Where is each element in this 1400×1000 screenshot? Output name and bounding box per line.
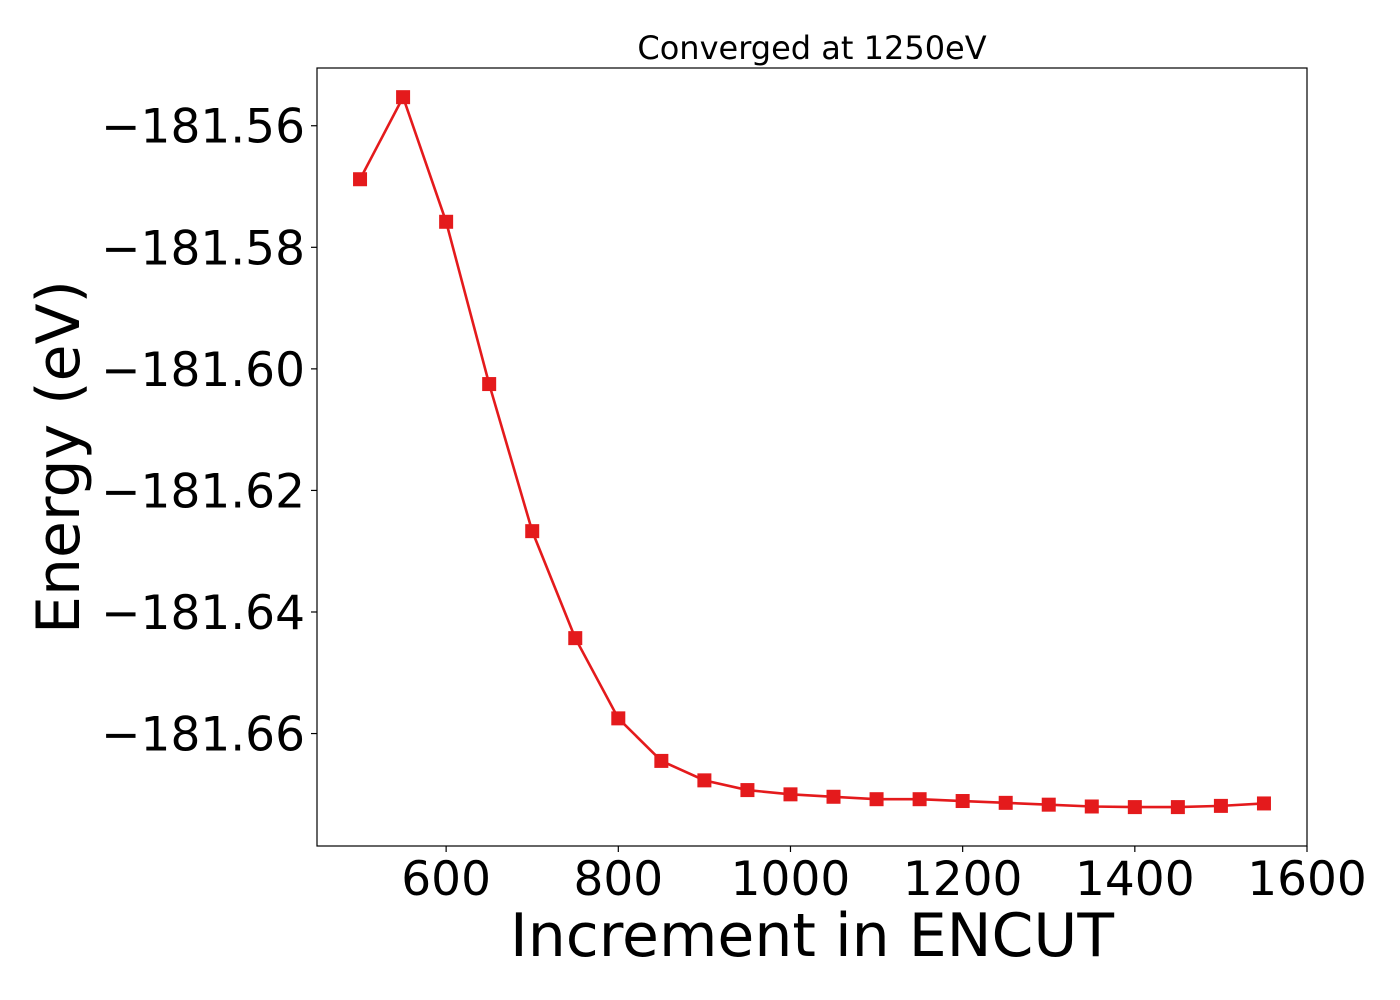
y-tick-label: −181.58 <box>101 221 305 276</box>
data-point-marker <box>1170 800 1185 815</box>
x-tick-label: 1400 <box>1075 852 1195 907</box>
y-tick-label: −181.56 <box>101 100 305 155</box>
data-point-marker <box>826 789 841 804</box>
data-point-marker <box>439 214 454 229</box>
x-tick-label: 800 <box>573 852 663 907</box>
data-point-marker <box>1213 798 1228 813</box>
data-point-marker <box>912 792 927 807</box>
data-point-marker <box>1084 799 1099 814</box>
data-point-marker <box>654 753 669 768</box>
data-point-marker <box>568 631 583 646</box>
data-point-marker <box>740 783 755 798</box>
y-tick-label: −181.66 <box>101 708 305 763</box>
data-point-marker <box>525 524 540 539</box>
series-markers <box>353 90 1271 815</box>
data-point-marker <box>1256 796 1271 811</box>
x-tick-label: 1200 <box>903 852 1023 907</box>
y-axis-label: Energy (eV) <box>24 280 94 634</box>
data-point-marker <box>869 792 884 807</box>
data-point-marker <box>611 711 626 726</box>
x-axis-ticks: 600 800 1000 1200 1400 1600 <box>401 846 1367 907</box>
x-tick-label: 1000 <box>731 852 851 907</box>
x-tick-label: 600 <box>401 852 491 907</box>
x-tick-label: 1600 <box>1247 852 1367 907</box>
data-point-marker <box>1041 797 1056 812</box>
y-tick-label: −181.64 <box>101 586 305 641</box>
y-tick-label: −181.60 <box>101 343 305 398</box>
chart-title: Converged at 1250eV <box>637 29 986 67</box>
data-point-marker <box>482 377 497 392</box>
data-point-marker <box>1127 800 1142 815</box>
data-point-marker <box>396 90 411 105</box>
y-tick-label: −181.62 <box>101 464 305 519</box>
data-point-marker <box>697 773 712 788</box>
data-point-marker <box>783 787 798 802</box>
x-axis-label: Increment in ENCUT <box>510 901 1114 971</box>
data-point-marker <box>998 795 1013 810</box>
data-point-marker <box>955 794 970 809</box>
data-point-marker <box>353 172 368 187</box>
y-axis-ticks: −181.56 −181.58 −181.60 −181.62 −181.64 −181.… <box>101 100 317 763</box>
plot-area-frame <box>316 67 1308 847</box>
series-line <box>358 93 1265 809</box>
